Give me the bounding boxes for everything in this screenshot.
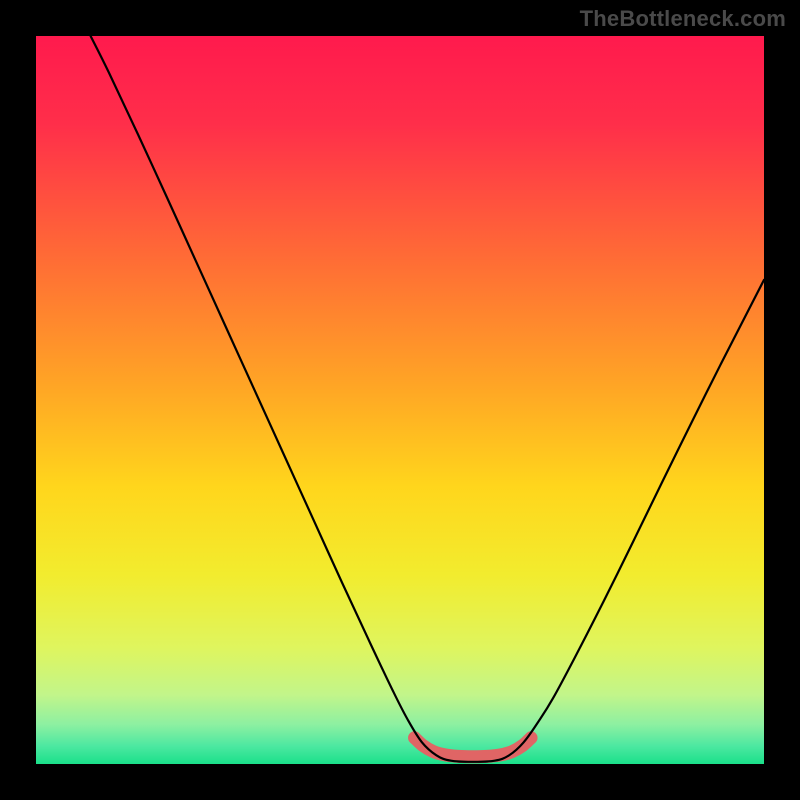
watermark-text: TheBottleneck.com xyxy=(580,6,786,32)
gradient-background xyxy=(36,36,764,764)
chart-frame: TheBottleneck.com xyxy=(0,0,800,800)
plot-area xyxy=(36,36,764,764)
plot-svg xyxy=(36,36,764,764)
